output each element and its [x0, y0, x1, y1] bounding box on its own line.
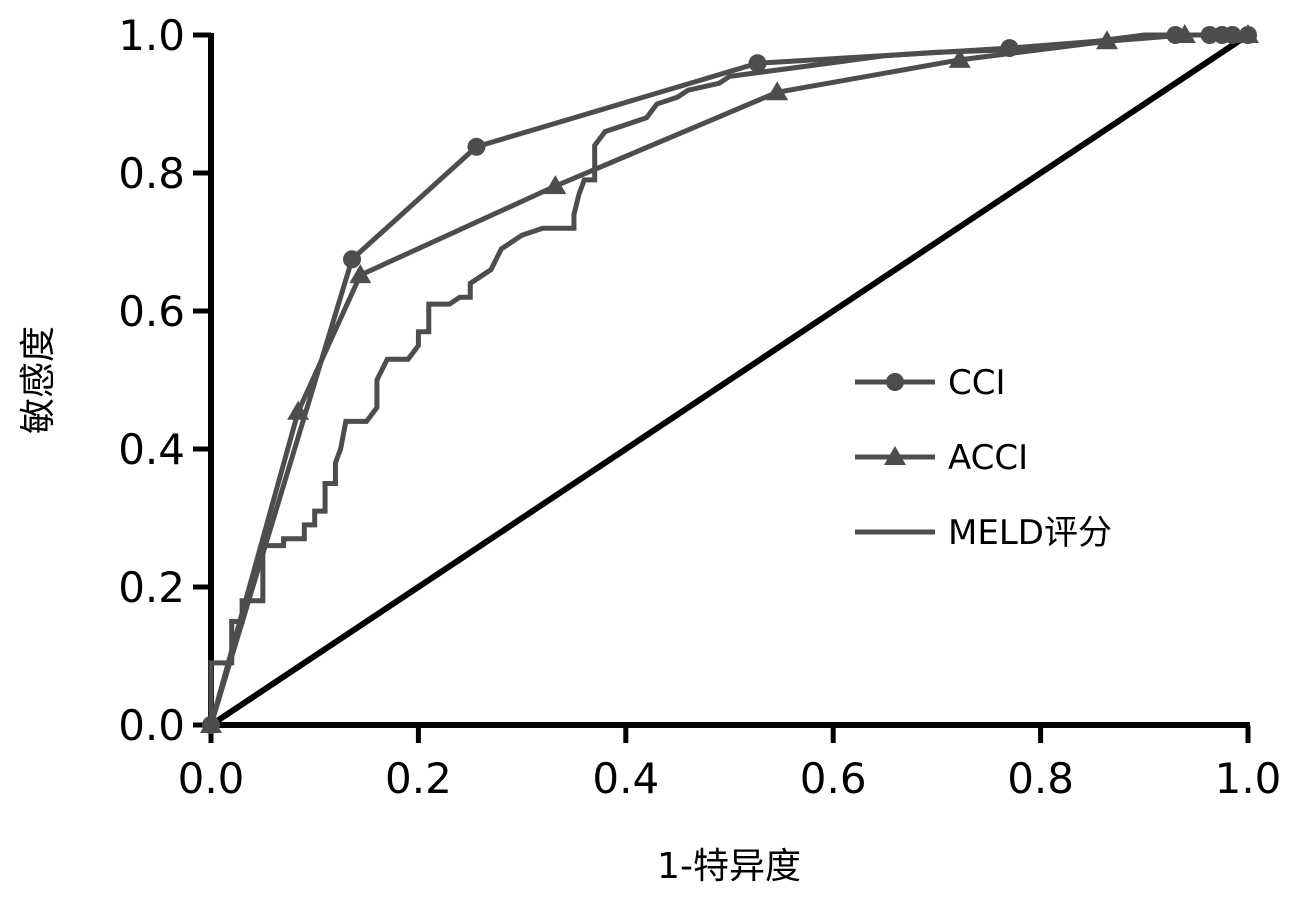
y-tick-label: 0.6 [118, 287, 185, 336]
data-point [1000, 39, 1019, 58]
x-tick-label: 1.0 [1215, 754, 1282, 803]
x-axis-label: 1-特异度 [657, 846, 801, 887]
data-point [202, 716, 220, 734]
x-tick-label: 0.2 [385, 754, 452, 803]
data-point [1166, 26, 1185, 44]
data-point [748, 54, 767, 73]
axes: 0.0 0.2 0.4 0.6 0.8 1.0 0.0 0.2 0.4 0.6 0.8 1.0 [118, 11, 1281, 803]
legend-label: ACCI [948, 438, 1028, 478]
data-point [467, 137, 486, 156]
y-tick-label: 0.4 [118, 425, 185, 474]
legend-item: MELD评分 [855, 513, 1112, 553]
y-tick-label: 0.2 [118, 563, 185, 612]
data-point [1239, 26, 1257, 44]
legend-label: CCI [948, 363, 1006, 403]
legend-label: MELD评分 [948, 513, 1112, 553]
data-point [948, 48, 971, 68]
data-point [544, 175, 567, 195]
x-tick-label: 0.4 [592, 754, 659, 803]
y-tick-label: 0.0 [118, 701, 185, 750]
plot-area [200, 24, 1259, 734]
x-tick-label: 0.0 [178, 754, 245, 803]
data-point [1200, 26, 1219, 44]
legend-marker [886, 373, 904, 391]
data-point [1223, 26, 1242, 44]
reference-line [209, 32, 1250, 728]
series-line [208, 32, 1248, 725]
legend-marker [884, 446, 906, 465]
data-point [343, 250, 362, 269]
legend-item: ACCI [855, 438, 1028, 478]
y-tick-label: 1.0 [118, 11, 185, 60]
legend: CCI ACCI MELD评分 [855, 363, 1112, 553]
y-tick-label: 0.8 [118, 149, 185, 198]
y-axis-label: 敏感度 [18, 326, 59, 434]
legend-item: CCI [855, 363, 1006, 403]
series-cci [202, 26, 1257, 734]
series-meld [208, 32, 1248, 725]
x-tick-label: 0.6 [800, 754, 867, 803]
data-point [349, 264, 372, 284]
data-point [766, 81, 789, 101]
series-reference [209, 32, 1250, 728]
x-tick-label: 0.8 [1007, 754, 1074, 803]
